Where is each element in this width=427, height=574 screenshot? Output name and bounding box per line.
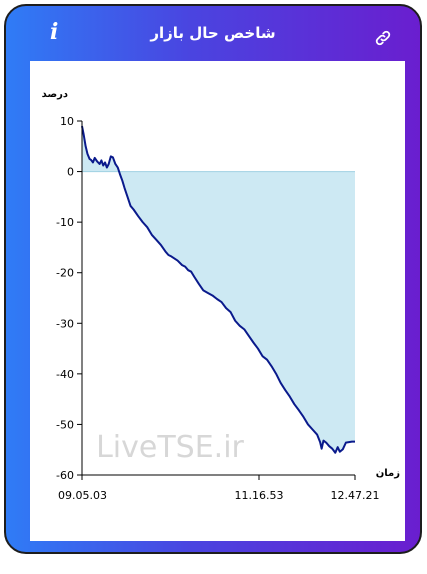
x-tick-label: 11.16.53 — [235, 489, 284, 502]
x-tick-label: 12.47.21 — [331, 489, 380, 502]
series-line — [81, 125, 355, 454]
y-tick-label: -20 — [56, 267, 74, 280]
y-tick-label: -50 — [56, 418, 74, 431]
app-window: i شاخص حال بازار LiveTSE.ir 10 0 -10 -20 -30… — [4, 4, 422, 554]
x-axis-label: زمان — [376, 468, 400, 479]
y-tick-label: 0 — [67, 166, 74, 179]
area-chart: LiveTSE.ir 10 0 -10 -20 -30 -40 -50 -60 09.05.03… — [42, 89, 401, 502]
watermark: LiveTSE.ir — [96, 430, 244, 465]
page-title: شاخص حال بازار — [150, 24, 276, 42]
x-tick-label: 09.05.03 — [58, 489, 107, 502]
y-tick-label: -60 — [56, 469, 74, 482]
link-icon[interactable] — [374, 29, 392, 47]
y-tick-label: -10 — [56, 216, 74, 229]
chart-panel: LiveTSE.ir 10 0 -10 -20 -30 -40 -50 -60 09.05.03… — [30, 61, 405, 541]
info-icon[interactable]: i — [50, 19, 59, 45]
y-tick-label: -30 — [56, 317, 74, 330]
y-axis-label: درصد — [42, 89, 68, 100]
y-tick-label: -40 — [56, 368, 74, 381]
area-fill — [82, 126, 355, 453]
title-bar: i شاخص حال بازار — [6, 6, 420, 60]
y-tick-label: 10 — [60, 115, 74, 128]
